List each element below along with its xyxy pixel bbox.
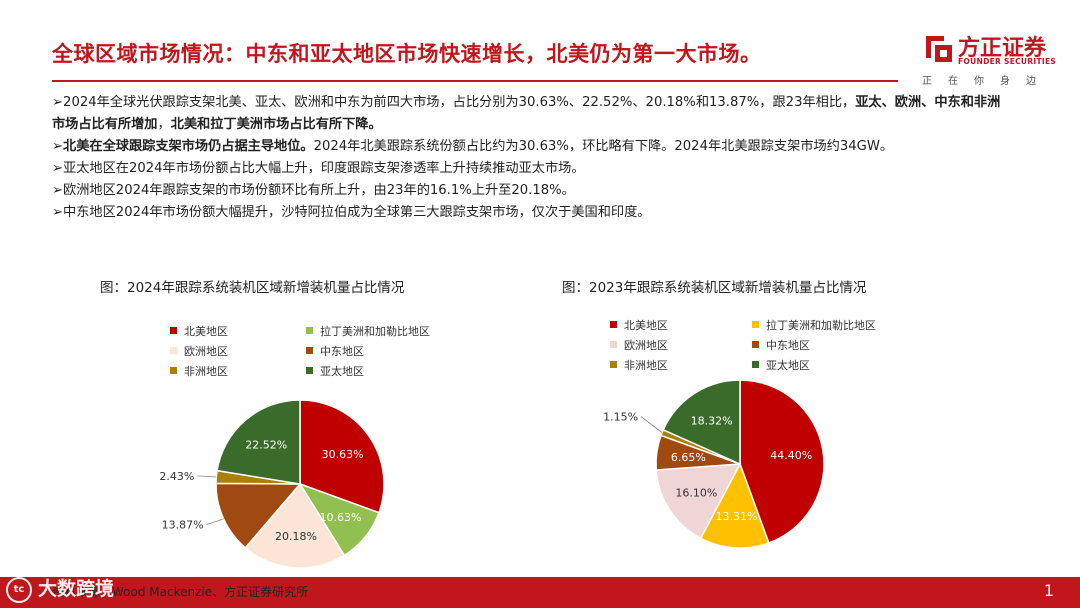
source-note: 资料来源：Wood Mackenzie、方正证券研究所	[52, 585, 309, 599]
legend-label: 北美地区	[184, 325, 228, 338]
pie-slice	[739, 379, 825, 544]
legend-swatch	[610, 341, 617, 348]
bullet-text: ➢中东地区2024年市场份额大幅提升，沙特阿拉伯成为全球第三大跟踪支架市场，仅次…	[52, 205, 651, 220]
leader-line	[640, 416, 663, 433]
bullet-text: 北美和拉丁美洲市场占比有所下降。	[170, 117, 382, 132]
data-label: 10.63%	[319, 511, 361, 524]
data-label: 2.43%	[159, 470, 194, 483]
logo-name: 方正证券	[958, 36, 1047, 61]
watermark-logo-icon: tc	[6, 576, 32, 603]
founder-logo: 方正证券 FOUNDER SECURITIES 正在你身边	[920, 30, 1060, 87]
bullet-item: ➢欧洲地区2024年跟踪支架的市场份额环比有所上升，由23年的16.1%上升至2…	[52, 180, 1012, 202]
data-label: 13.87%	[162, 519, 204, 532]
logo-slogan: 正在你身边	[922, 76, 1052, 87]
legend-label: 中东地区	[766, 339, 810, 352]
data-label: 13.31%	[715, 510, 757, 523]
chart-title-2024: 图：2024年跟踪系统装机区域新增装机量占比情况	[100, 280, 405, 296]
legend-swatch	[306, 347, 313, 354]
pie-slice	[655, 463, 742, 540]
legend-swatch	[610, 321, 617, 328]
title-divider	[52, 80, 898, 82]
leader-line	[206, 518, 224, 526]
bullet-text: 亚太、欧洲、中东和非洲市场占比有所增加	[52, 95, 1001, 132]
founder-logo-icon	[926, 36, 952, 62]
bullet-text: 2024年北美跟踪系统份额占比约为30.63%，环比略有下降。2024年北美跟踪…	[313, 139, 894, 154]
chart-title-2023: 图：2023年跟踪系统装机区域新增装机量占比情况	[562, 280, 867, 296]
legend-swatch	[170, 367, 177, 374]
bullet-item: ➢中东地区2024年市场份额大幅提升，沙特阿拉伯成为全球第三大跟踪支架市场，仅次…	[52, 202, 1012, 224]
legend-swatch	[610, 361, 617, 368]
legend-label: 亚太地区	[320, 365, 364, 378]
logo-english: FOUNDER SECURITIES	[958, 57, 1057, 66]
legend-swatch	[752, 341, 759, 348]
watermark-text: 大数跨境	[38, 578, 115, 600]
pie-slice	[662, 379, 741, 466]
pie-slice	[216, 399, 301, 485]
legend-swatch	[752, 321, 759, 328]
bullet-list: ➢2024年全球光伏跟踪支架北美、亚太、欧洲和中东为前四大市场，占比分别为30.…	[52, 92, 1012, 224]
data-label: 22.52%	[245, 438, 287, 451]
legend-swatch	[170, 347, 177, 354]
legend-label: 欧洲地区	[184, 345, 228, 358]
legend-label: 欧洲地区	[624, 339, 668, 352]
footer-bar	[0, 577, 1080, 608]
slide-title: 全球区域市场情况：中东和亚太地区市场快速增长，北美仍为第一大市场。	[52, 42, 762, 66]
pie-slice	[299, 399, 385, 514]
bullet-item: ➢亚太地区在2024年市场份额占比大幅上升，印度跟踪支架渗透率上升持续推动亚太市…	[52, 158, 1012, 180]
data-label: 18.32%	[691, 414, 733, 427]
bullet-item: ➢2024年全球光伏跟踪支架北美、亚太、欧洲和中东为前四大市场，占比分别为30.…	[52, 92, 1012, 136]
data-label: 16.10%	[675, 486, 717, 499]
bullet-text: ➢欧洲地区2024年跟踪支架的市场份额环比有所上升，由23年的16.1%上升至2…	[52, 183, 575, 198]
bullet-text: ➢2024年全球光伏跟踪支架北美、亚太、欧洲和中东为前四大市场，占比分别为30.…	[52, 95, 856, 110]
legend-label: 拉丁美洲和加勒比地区	[320, 324, 430, 338]
legend-label: 北美地区	[624, 319, 668, 332]
legend-label: 拉丁美洲和加勒比地区	[766, 318, 876, 332]
legend-label: 中东地区	[320, 345, 364, 358]
bullet-text: ➢北美在全球跟踪支架市场仍占据主导地位。	[52, 139, 314, 154]
watermark: tc 大数跨境	[6, 574, 114, 603]
pie-slice	[244, 482, 346, 569]
legend-label: 亚太地区	[766, 359, 810, 372]
data-label: 30.63%	[322, 448, 364, 461]
data-label: 6.65%	[671, 451, 706, 464]
data-label: 20.18%	[275, 530, 317, 543]
bullet-text: ➢亚太地区在2024年市场份额占比大幅上升，印度跟踪支架渗透率上升持续推动亚太市…	[52, 161, 585, 176]
leader-line	[197, 475, 217, 478]
legend-swatch	[170, 327, 177, 334]
legend-label: 非洲地区	[624, 359, 668, 372]
legend-swatch	[306, 367, 313, 374]
bullet-item: ➢北美在全球跟踪支架市场仍占据主导地位。2024年北美跟踪系统份额占比约为30.…	[52, 136, 1012, 158]
bullet-text: ，	[157, 117, 171, 132]
legend-label: 非洲地区	[184, 365, 228, 378]
page-number: 1	[1043, 581, 1054, 600]
data-label: 1.15%	[603, 411, 638, 424]
pie-slice	[699, 462, 770, 549]
legend-swatch	[752, 361, 759, 368]
data-label: 44.40%	[770, 449, 812, 462]
legend-swatch	[306, 327, 313, 334]
